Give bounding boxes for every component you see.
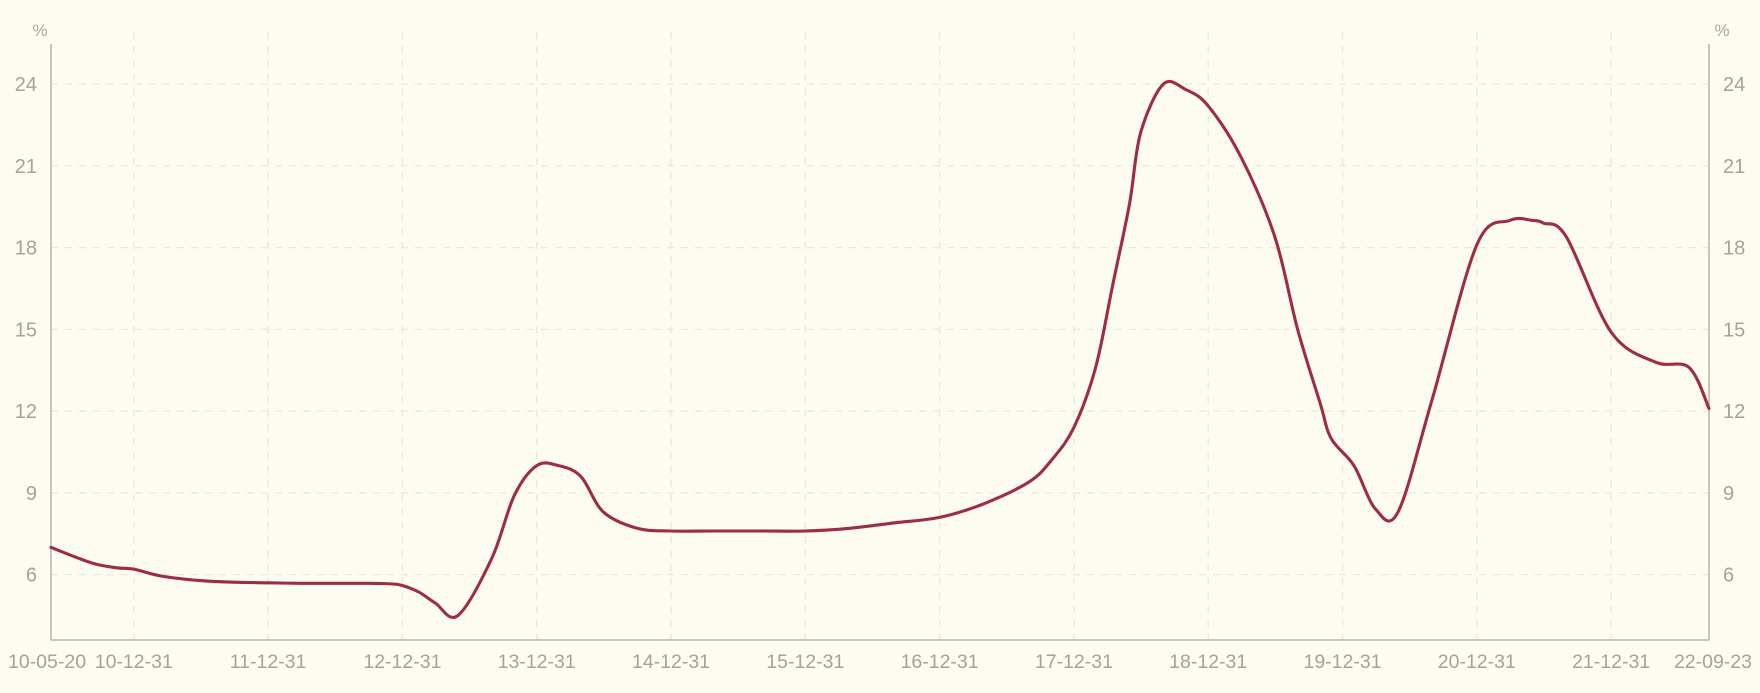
- y-axis-tick-label: 18: [15, 238, 37, 260]
- y-axis-tick-label-right: 6: [1723, 565, 1734, 587]
- y-axis-tick-label: 6: [26, 565, 37, 587]
- x-axis-tick-label: 12-12-31: [363, 651, 441, 673]
- y-axis-left-tick-labels: 24 21 18 15 12 9 6: [15, 74, 37, 586]
- y-axis-tick-label: 24: [15, 74, 37, 96]
- y-axis-right-unit-label: %: [1714, 21, 1729, 40]
- y-axis-tick-label-right: 21: [1723, 156, 1745, 178]
- x-axis-tick-label: 14-12-31: [632, 651, 710, 673]
- x-axis-tick-label: 22-09-23: [1674, 651, 1752, 673]
- x-axis-tick-label: 10-05-20: [8, 651, 86, 673]
- x-axis-tick-label: 20-12-31: [1438, 651, 1516, 673]
- x-axis-tick-label: 15-12-31: [766, 651, 844, 673]
- y-axis-tick-label-right: 9: [1723, 483, 1734, 505]
- y-axis-right-tick-labels: 24 21 18 15 12 9 6: [1723, 74, 1745, 586]
- x-axis-tick-labels: 10-05-20 10-12-31 11-12-31 12-12-31 13-12-31…: [8, 651, 1752, 673]
- y-axis-tick-label: 9: [26, 483, 37, 505]
- x-axis-tick-label: 17-12-31: [1035, 651, 1113, 673]
- y-axis-tick-label: 12: [15, 401, 37, 423]
- vertical-gridlines: [133, 32, 1612, 640]
- x-axis-tick-label: 18-12-31: [1169, 651, 1247, 673]
- y-axis-tick-label-right: 18: [1723, 238, 1745, 260]
- x-axis-tick-label: 16-12-31: [901, 651, 979, 673]
- x-axis-tick-label: 11-12-31: [230, 651, 307, 673]
- y-axis-left-unit-label: %: [32, 21, 47, 40]
- y-axis-tick-label: 15: [15, 319, 37, 341]
- x-axis-tick-label: 13-12-31: [498, 651, 576, 673]
- y-axis-tick-label-right: 15: [1723, 319, 1745, 341]
- x-axis-tick-label: 21-12-31: [1572, 651, 1650, 673]
- x-axis-tick-label: 10-12-31: [95, 651, 173, 673]
- y-axis-tick-label: 21: [15, 156, 37, 178]
- axis-lines: [50, 44, 1710, 641]
- y-axis-tick-label-right: 24: [1723, 74, 1745, 96]
- horizontal-gridlines: [51, 83, 1709, 576]
- y-axis-tick-label-right: 12: [1723, 401, 1745, 423]
- data-series-line: [49, 79, 1711, 619]
- x-axis-tick-label: 19-12-31: [1303, 651, 1381, 673]
